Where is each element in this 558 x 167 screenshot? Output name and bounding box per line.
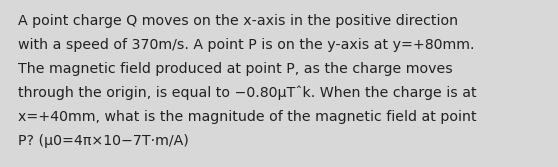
- Text: The magnetic field produced at point P, as the charge moves: The magnetic field produced at point P, …: [18, 62, 453, 76]
- Text: A point charge Q moves on the x-axis in the positive direction: A point charge Q moves on the x-axis in …: [18, 14, 458, 28]
- Text: with a speed of 370m/s. A point P is on the y-axis at y=+80mm.: with a speed of 370m/s. A point P is on …: [18, 38, 474, 52]
- Text: x=+40mm, what is the magnitude of the magnetic field at point: x=+40mm, what is the magnitude of the ma…: [18, 110, 477, 124]
- Text: through the origin, is equal to −0.80μTˆk. When the charge is at: through the origin, is equal to −0.80μTˆ…: [18, 86, 477, 101]
- Text: P? (μ0=4π×10−7T·m/A): P? (μ0=4π×10−7T·m/A): [18, 134, 189, 148]
